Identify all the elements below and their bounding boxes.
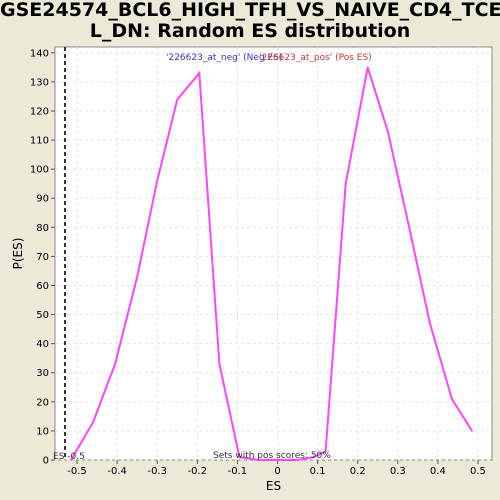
grid-lines xyxy=(55,47,492,461)
series-point xyxy=(218,363,221,365)
series-point xyxy=(296,459,299,461)
x-tick-label: -0.5 xyxy=(67,466,87,477)
x-tick-label: -0.3 xyxy=(147,466,167,477)
series-point xyxy=(471,430,473,432)
series-point xyxy=(344,182,347,185)
x-tick-label: 0.5 xyxy=(470,466,486,477)
series-point xyxy=(386,130,389,133)
y-tick-label: 60 xyxy=(36,281,49,292)
y-tick-label: 50 xyxy=(36,310,49,321)
series-point xyxy=(198,72,201,74)
es-marker-label: ES -0.5 xyxy=(53,452,85,462)
series-point xyxy=(70,459,72,461)
series-point xyxy=(312,456,315,458)
y-tick-label: 130 xyxy=(30,77,49,88)
y-tick-label: 70 xyxy=(36,252,49,263)
x-axis-label: ES xyxy=(266,479,281,493)
sets-pos-scores-label: Sets with pos scores: 50% xyxy=(213,451,331,461)
series-point xyxy=(451,398,453,400)
series-point xyxy=(238,456,241,458)
series-point xyxy=(176,98,179,101)
y-axis-ticks: 0 10 20 30 40 50 60 70 80 90 100 110 120 130 140 xyxy=(30,48,55,467)
neg-es-label: '226623_at_neg' (Neg ES) xyxy=(166,53,282,63)
y-tick-label: 120 xyxy=(30,106,49,117)
x-tick-label: -0.4 xyxy=(107,466,127,477)
y-tick-label: 90 xyxy=(36,194,49,205)
series-point xyxy=(92,421,94,423)
y-tick-label: 40 xyxy=(36,339,49,350)
y-tick-label: 10 xyxy=(36,426,49,437)
x-tick-label: 0.3 xyxy=(390,466,406,477)
x-tick-label: 0 xyxy=(274,466,280,477)
chart-title-line-2: L_DN: Random ES distribution xyxy=(89,20,411,42)
x-tick-label: -0.2 xyxy=(188,466,208,477)
chart-title: GSE24574_BCL6_HIGH_TFH_VS_NAIVE_CD4_TCEL… xyxy=(0,0,500,42)
y-tick-label: 20 xyxy=(36,397,49,408)
x-tick-label: 0.2 xyxy=(350,466,366,477)
series-point xyxy=(258,459,261,461)
series-point xyxy=(136,275,138,278)
x-tick-label: 0.4 xyxy=(430,466,446,477)
series-point xyxy=(156,179,159,182)
series-point xyxy=(324,450,327,453)
y-tick-label: 140 xyxy=(30,48,49,59)
series-point xyxy=(409,229,411,232)
y-tick-label: 80 xyxy=(36,223,49,234)
series-points xyxy=(70,66,473,461)
y-axis-label: P(ES) xyxy=(11,238,25,270)
plot-area xyxy=(54,46,493,461)
y-tick-label: 0 xyxy=(43,456,49,467)
y-tick-label: 100 xyxy=(30,165,49,176)
x-axis-ticks: -0.5 -0.4 -0.3 -0.2 -0.1 0 0.1 0.2 0.3 0.4 0.5 xyxy=(67,460,486,477)
y-tick-label: 30 xyxy=(36,368,49,379)
chart-title-line-1: GSE24574_BCL6_HIGH_TFH_VS_NAIVE_CD4_TCEL xyxy=(0,0,500,21)
y-tick-label: 110 xyxy=(30,136,49,147)
x-tick-label: 0.1 xyxy=(310,466,326,477)
series-point xyxy=(276,459,279,461)
series-point xyxy=(366,66,369,69)
pos-es-label: '226623_at_pos' (Pos ES) xyxy=(259,53,372,63)
series-point xyxy=(429,322,431,325)
x-tick-label: -0.1 xyxy=(228,466,248,477)
series-point xyxy=(114,363,116,365)
